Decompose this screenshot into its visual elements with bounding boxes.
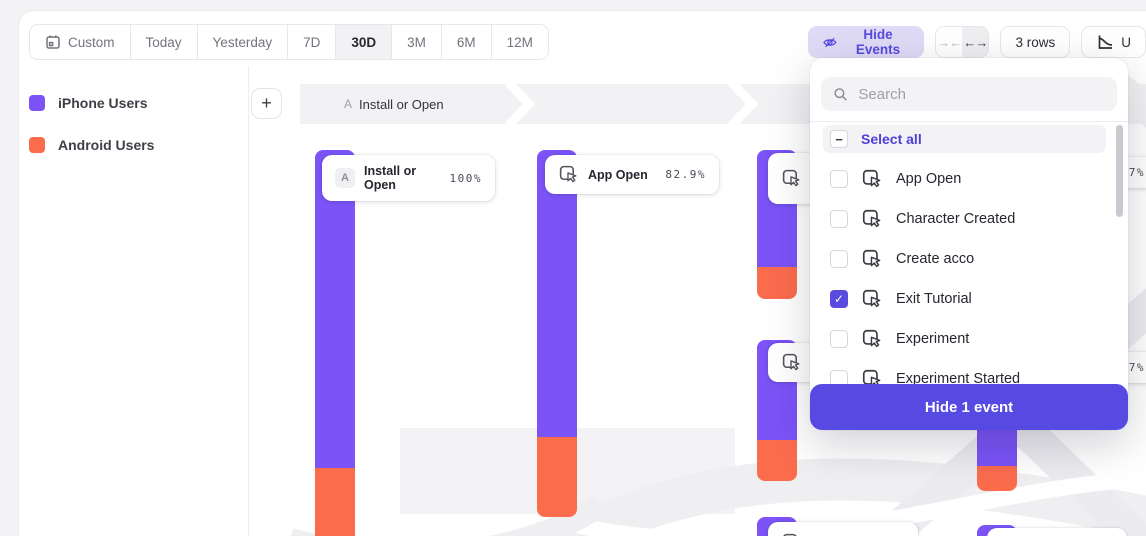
chart-type-label: U — [1121, 34, 1131, 50]
legend-label: Android Users — [58, 137, 155, 153]
step-chip-cutoff[interactable] — [768, 522, 918, 536]
event-row-exit-tutorial[interactable]: ✓ Exit Tutorial — [823, 279, 1106, 319]
step-chip-cutoff[interactable] — [987, 528, 1127, 536]
bar-step2-android — [537, 437, 577, 517]
step-chip-app-open[interactable]: App Open 82.9% — [545, 155, 719, 194]
breakdown-legend: iPhone Users Android Users — [29, 88, 154, 172]
banner-step-install-or-open[interactable]: A Install or Open — [344, 96, 444, 112]
bar-step1-android — [315, 468, 355, 536]
hide-events-button[interactable]: Hide Events — [808, 26, 925, 58]
letter-badge: A — [335, 168, 355, 188]
event-row-character-created[interactable]: Character Created — [823, 199, 1106, 239]
event-click-icon — [782, 353, 800, 371]
dropdown-divider — [810, 121, 1128, 122]
hide-events-dropdown: − Select all App Open Character Created — [810, 58, 1128, 430]
collapse-expand-toggle: →← ←→ — [935, 26, 990, 58]
event-click-icon — [782, 169, 800, 186]
event-click-icon — [862, 209, 881, 228]
add-step-button[interactable]: + — [251, 88, 282, 119]
event-checkbox-checked[interactable]: ✓ — [830, 290, 848, 308]
bar-step3-android — [757, 267, 797, 299]
event-list: App Open Character Created Create acco — [823, 159, 1106, 399]
eye-off-icon — [823, 37, 837, 47]
search-input[interactable] — [858, 85, 1105, 103]
step-percentage: 82.9% — [665, 168, 706, 181]
legend-item-iphone-users[interactable]: iPhone Users — [29, 88, 154, 118]
date-range-label: Custom — [68, 34, 115, 50]
date-range-7d[interactable]: 7D — [288, 25, 337, 59]
legend-item-android-users[interactable]: Android Users — [29, 130, 154, 160]
rows-label: 3 rows — [1015, 34, 1056, 50]
bar-step4-android — [977, 466, 1017, 491]
date-range-yesterday[interactable]: Yesterday — [197, 25, 289, 59]
iphone-users-swatch — [29, 95, 45, 111]
chevron-separator-icon — [505, 84, 535, 124]
step-letter: A — [344, 97, 353, 111]
search-box — [821, 77, 1117, 111]
select-all-checkbox[interactable]: − — [830, 130, 848, 148]
chevron-separator-icon — [728, 84, 758, 124]
rows-button[interactable]: 3 rows — [1000, 26, 1071, 58]
calendar-icon — [46, 35, 60, 49]
select-all-row[interactable]: − Select all — [823, 125, 1106, 153]
event-click-icon — [862, 169, 881, 188]
date-range-today[interactable]: Today — [130, 25, 198, 59]
collapse-columns-button[interactable]: →← — [936, 27, 963, 57]
date-range-3m[interactable]: 3M — [392, 25, 442, 59]
chart-type-button[interactable]: U — [1081, 26, 1146, 58]
hide-events-label: Hide Events — [855, 27, 901, 57]
date-range-12m[interactable]: 12M — [491, 25, 548, 59]
event-click-icon — [862, 329, 881, 348]
date-range-30d[interactable]: 30D — [336, 25, 393, 59]
legend-label: iPhone Users — [58, 95, 148, 111]
event-checkbox[interactable] — [830, 170, 848, 188]
legend-chart-divider — [248, 66, 249, 536]
step-chip-install-or-open[interactable]: A Install or Open 100% — [322, 155, 495, 201]
event-row-experiment[interactable]: Experiment — [823, 319, 1106, 359]
hide-selected-events-button[interactable]: Hide 1 event — [810, 384, 1128, 430]
dropdown-scrollbar[interactable] — [1116, 125, 1123, 217]
android-users-swatch — [29, 137, 45, 153]
expand-columns-button[interactable]: ←→ — [962, 27, 989, 57]
bar-step1-iphone — [315, 150, 355, 468]
event-click-icon — [783, 533, 797, 536]
event-click-icon — [862, 289, 881, 308]
date-range-custom[interactable]: Custom — [30, 25, 131, 59]
search-icon — [834, 87, 847, 101]
event-checkbox[interactable] — [830, 250, 848, 268]
event-click-icon — [559, 165, 577, 183]
bar-step5-android — [757, 440, 797, 481]
event-row-create-acco[interactable]: Create acco — [823, 239, 1106, 279]
toolbar-right-group: Hide Events →← ←→ 3 rows U — [808, 26, 1146, 58]
event-checkbox[interactable] — [830, 210, 848, 228]
bar-step2-iphone — [537, 150, 577, 437]
step-percentage: 100% — [449, 171, 482, 185]
event-checkbox[interactable] — [830, 330, 848, 348]
date-range-6m[interactable]: 6M — [441, 25, 492, 59]
event-click-icon — [862, 249, 881, 268]
chart-axis-icon — [1098, 35, 1113, 49]
date-range-control: Custom Today Yesterday 7D 30D 3M 6M 12M — [29, 24, 549, 60]
event-row-app-open[interactable]: App Open — [823, 159, 1106, 199]
